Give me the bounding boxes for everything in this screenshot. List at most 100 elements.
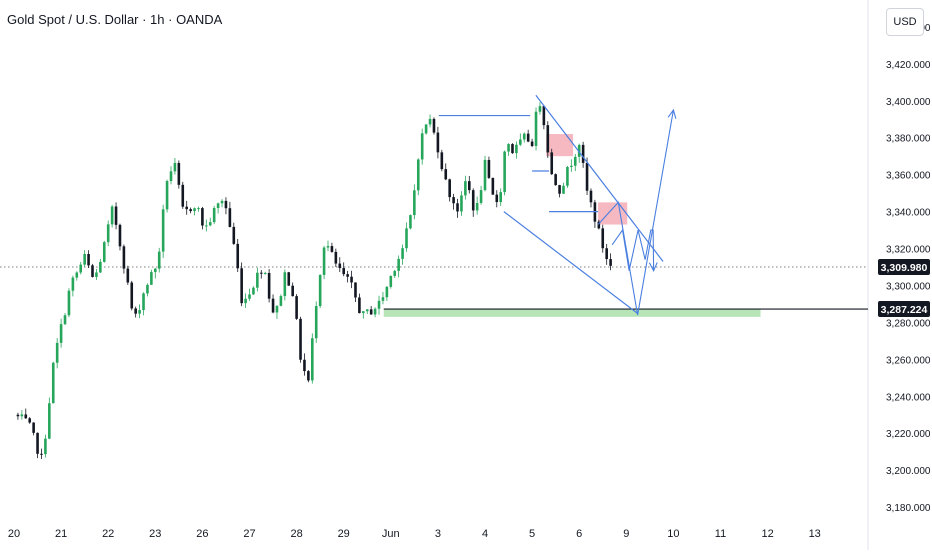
candle-body [534,111,538,147]
candle-body [134,308,137,314]
current-price-label-bg [878,259,930,276]
candle-body [71,277,75,291]
candle-body [570,165,573,167]
y-tick-label: 3,400.000 [886,97,931,108]
candle-body [95,272,98,277]
candle-body [542,106,546,126]
candle-body [154,268,157,273]
candle-body [605,248,608,260]
candle-body [350,276,353,283]
candle-body [299,318,302,360]
candle-body [550,152,554,175]
y-tick-label: 3,280.000 [886,318,931,329]
candle-body [334,251,338,264]
candle-body [585,162,589,191]
candle-body [483,159,487,191]
candle-body [122,246,126,269]
candle-body [59,324,63,343]
currency-selector[interactable]: USD [886,8,924,36]
candle-body [181,184,185,207]
candle-body [311,338,314,381]
candle-body [236,243,240,269]
x-tick-label: 4 [482,528,488,540]
candle-body [314,306,318,339]
candle-body [267,272,271,299]
x-tick-label: 29 [338,528,350,540]
candle-body [554,174,557,186]
candle-body [393,270,397,276]
candle-body [212,208,216,223]
candle-body [318,274,322,307]
supply-zone [546,134,574,157]
candle-body [55,342,59,363]
wedge-upper-line [535,94,664,262]
x-tick-label: 26 [196,528,208,540]
candle-body [495,194,499,203]
y-tick-label: 3,380.000 [886,134,931,145]
candle-body [63,315,67,325]
candle-body [240,268,243,304]
y-tick-label: 3,200.000 [886,466,931,477]
candle-body [263,272,267,274]
candle-body [248,294,251,299]
candle-body [562,185,565,194]
candle-body [389,275,393,287]
candle-body [515,144,518,154]
candle-body [106,224,110,243]
candle-body [256,272,259,288]
candle-body [354,282,357,298]
candle-body [205,225,208,227]
candle-body [165,181,169,210]
candle-body [448,179,451,198]
candle-body [373,308,377,315]
candle-body [173,162,177,172]
candle-body [503,151,506,193]
candle-body [475,202,479,211]
candle-body [322,247,326,275]
candle-body [416,159,420,191]
y-tick-label: 3,240.000 [886,392,931,403]
candle-body [471,190,475,211]
candle-body [424,124,428,134]
candle-body [601,228,605,249]
candle-body [581,144,585,163]
candle-body [201,208,204,226]
candle-body [526,133,530,142]
candle-body [16,414,20,417]
projection-arrowhead [667,108,677,119]
candle-body [126,268,130,283]
candle-body [146,284,149,294]
candle-body [208,222,212,226]
candle-body [440,152,444,170]
candle-body [519,139,522,145]
candle-body [401,248,404,259]
candle-body [287,272,291,286]
candle-body [216,203,220,209]
candle-body [83,253,86,265]
wedge-lower-line [503,211,638,314]
candle-body [102,242,106,262]
candle-body [369,309,373,315]
candle-body [397,258,400,271]
x-tick-label: 22 [102,528,114,540]
candle-body [228,208,232,227]
candle-body [491,177,495,195]
candle-body [413,190,416,216]
candle-body [91,265,94,277]
candle-body [75,272,79,278]
candle-body [259,272,263,274]
candle-body [161,209,165,252]
candle-body [79,264,83,273]
candle-body [432,118,436,133]
candle-body [51,362,55,404]
candle-body [338,263,342,269]
candle-body [499,192,502,203]
candle-body [252,287,255,295]
candle-body [40,453,43,455]
candle-body [464,181,467,196]
candle-body [330,246,334,252]
candle-body [609,259,612,266]
candle-body [283,272,287,297]
candle-body [381,297,385,301]
